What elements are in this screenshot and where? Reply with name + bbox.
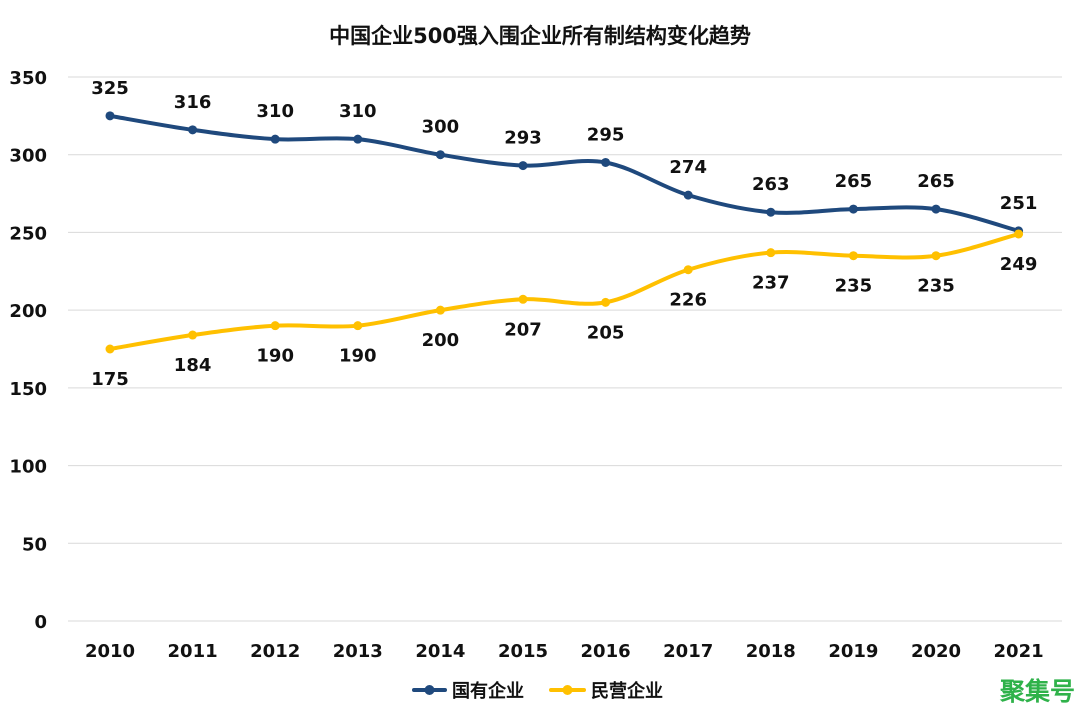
data-point (766, 207, 776, 217)
data-point (601, 157, 611, 167)
legend: 国有企业 民营企业 (412, 680, 663, 702)
data-point (518, 161, 528, 171)
data-point (848, 251, 858, 261)
series-private: 175 184 190 190 200 207 205 226 237 235 235 249 (91, 229, 1037, 390)
y-axis: 0 50 100 150 200 250 300 350 (9, 68, 47, 633)
data-point (931, 204, 941, 214)
series-line (108, 113, 1021, 233)
data-label: 175 (91, 369, 129, 390)
legend-marker (424, 685, 435, 695)
x-tick-label: 2012 (250, 641, 300, 662)
legend-item: 民营企业 (549, 680, 663, 702)
data-point (848, 204, 858, 214)
data-point (353, 321, 363, 331)
legend-label: 国有企业 (452, 680, 524, 702)
y-tick-label: 250 (9, 223, 47, 244)
x-tick-label: 2014 (415, 641, 465, 662)
data-label: 184 (174, 355, 212, 376)
data-label: 265 (917, 171, 955, 192)
data-label: 249 (1000, 254, 1038, 275)
data-label: 190 (256, 346, 294, 367)
data-point (435, 305, 445, 315)
data-point (683, 265, 693, 275)
x-tick-label: 2021 (994, 641, 1044, 662)
data-point (105, 111, 115, 121)
data-point (601, 297, 611, 307)
data-label: 237 (752, 273, 790, 294)
legend-label: 民营企业 (591, 680, 663, 702)
x-tick-label: 2020 (911, 641, 961, 662)
data-label: 263 (752, 174, 790, 195)
data-point (1014, 229, 1024, 239)
data-label: 265 (835, 171, 873, 192)
data-label: 235 (917, 276, 955, 297)
data-point (270, 134, 280, 144)
data-label: 205 (587, 322, 625, 343)
data-point (435, 150, 445, 160)
data-point (188, 330, 198, 340)
y-tick-label: 50 (22, 534, 47, 555)
y-tick-label: 150 (9, 379, 47, 400)
data-label: 310 (339, 101, 377, 122)
x-tick-label: 2017 (663, 641, 713, 662)
data-label: 310 (256, 101, 294, 122)
data-point (683, 190, 693, 200)
data-point (353, 134, 363, 144)
x-tick-label: 2018 (746, 641, 796, 662)
watermark-logo: 聚集号 (999, 677, 1075, 706)
series-line (108, 231, 1021, 351)
data-label: 274 (669, 157, 707, 178)
legend-marker (562, 685, 573, 695)
data-point (518, 294, 528, 304)
data-label: 235 (835, 276, 873, 297)
y-tick-label: 0 (34, 612, 47, 633)
series-state-owned: 325 316 310 310 300 293 295 274 263 265 265 251 (91, 78, 1037, 236)
x-axis: 2010 2011 2012 2013 2014 2015 2016 2017 2018 2019… (85, 641, 1044, 662)
y-tick-label: 100 (9, 457, 47, 478)
data-label: 190 (339, 346, 377, 367)
x-tick-label: 2015 (498, 641, 548, 662)
x-tick-label: 2016 (581, 641, 631, 662)
data-label: 325 (91, 78, 129, 99)
x-tick-label: 2019 (828, 641, 878, 662)
data-label: 295 (587, 124, 625, 145)
data-point (105, 344, 115, 354)
data-label: 251 (1000, 193, 1038, 214)
data-label: 226 (669, 290, 707, 311)
data-label: 300 (422, 117, 460, 138)
data-label: 200 (422, 330, 460, 351)
data-label: 207 (504, 319, 542, 340)
data-label: 316 (174, 92, 212, 113)
y-tick-label: 350 (9, 68, 47, 89)
x-tick-label: 2013 (333, 641, 383, 662)
data-label: 293 (504, 128, 542, 149)
y-tick-label: 200 (9, 301, 47, 322)
y-tick-label: 300 (9, 146, 47, 167)
chart-title: 中国企业500强入围企业所有制结构变化趋势 (329, 24, 751, 48)
x-tick-label: 2010 (85, 641, 135, 662)
grid-layer (68, 76, 1062, 622)
data-point (931, 251, 941, 261)
data-point (188, 125, 198, 135)
x-tick-label: 2011 (168, 641, 218, 662)
legend-item: 国有企业 (412, 680, 524, 702)
data-point (766, 248, 776, 258)
data-point (270, 321, 280, 331)
